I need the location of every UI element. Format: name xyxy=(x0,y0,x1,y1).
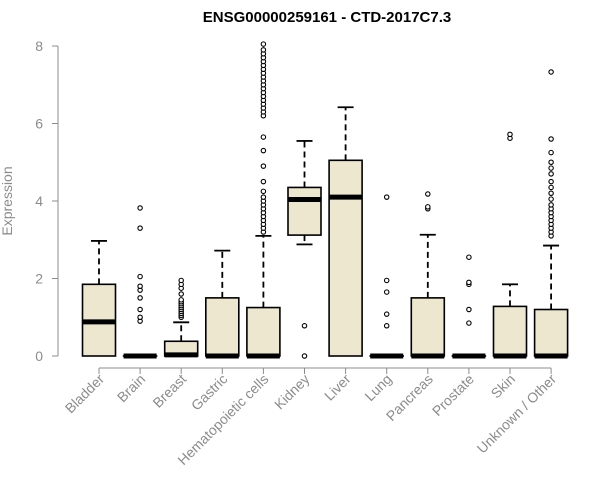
outlier-point xyxy=(301,323,308,329)
outlier-point xyxy=(466,320,472,326)
outlier-point xyxy=(383,194,390,200)
outlier-point xyxy=(178,291,184,297)
box-body xyxy=(410,297,446,357)
outlier-point xyxy=(548,184,554,191)
box-body xyxy=(205,297,240,357)
outlier-point xyxy=(137,314,143,320)
outlier-point xyxy=(260,47,267,53)
y-tick-label: 4 xyxy=(35,193,43,209)
y-tick-label: 0 xyxy=(35,348,43,364)
outlier-point xyxy=(137,205,143,211)
box-body xyxy=(492,305,528,357)
boxes-group xyxy=(81,41,569,359)
outlier-point xyxy=(548,159,554,166)
x-tick-label: Skin xyxy=(488,371,519,402)
box-hematopoietic-cells xyxy=(246,41,281,359)
box-lung xyxy=(369,194,405,359)
y-axis-label: Expression xyxy=(0,166,15,235)
outlier-point xyxy=(260,163,267,169)
x-tick-label: Kidney xyxy=(271,371,313,413)
box-pancreas xyxy=(410,191,446,359)
outlier-point xyxy=(383,311,390,317)
outlier-point xyxy=(548,136,554,142)
outlier-point xyxy=(383,323,390,329)
x-tick-label: Bladder xyxy=(62,371,108,417)
outlier-point xyxy=(548,149,554,156)
outlier-point xyxy=(507,131,513,138)
outlier-point xyxy=(425,204,431,210)
outlier-point xyxy=(137,273,143,280)
outlier-point xyxy=(260,134,267,140)
x-tick-label: Liver xyxy=(321,371,354,404)
x-tick-label: Breast xyxy=(149,371,189,411)
box-body xyxy=(328,159,363,357)
box-kidney xyxy=(287,140,322,359)
outlier-point xyxy=(548,165,554,171)
outlier-point xyxy=(260,194,267,200)
box-body xyxy=(533,308,569,357)
box-unknown-other xyxy=(533,69,569,359)
box-breast xyxy=(163,277,199,358)
outlier-point xyxy=(260,178,267,185)
outlier-point xyxy=(548,171,554,177)
outlier-point xyxy=(260,147,267,154)
box-skin xyxy=(492,131,528,359)
outlier-point xyxy=(301,353,308,359)
outlier-point xyxy=(548,196,554,202)
outlier-point xyxy=(548,178,554,185)
y-tick-label: 2 xyxy=(35,271,43,287)
outlier-point xyxy=(260,41,267,47)
outlier-point xyxy=(466,306,472,313)
chart-title: ENSG00000259161 - CTD-2017C7.3 xyxy=(203,9,451,26)
outlier-point xyxy=(137,306,143,313)
box-body xyxy=(246,306,281,357)
box-prostate xyxy=(451,254,487,359)
outlier-point xyxy=(178,297,184,303)
y-tick-label: 8 xyxy=(35,38,43,54)
y-axis: 0 2 4 6 8 xyxy=(35,38,59,364)
x-tick-label: Brain xyxy=(114,371,148,405)
outlier-point xyxy=(425,191,431,197)
outlier-point xyxy=(260,188,267,195)
box-bladder xyxy=(81,240,117,357)
box-liver xyxy=(328,106,363,357)
outlier-point xyxy=(383,289,390,295)
box-brain xyxy=(122,205,158,359)
outlier-point xyxy=(466,254,472,260)
outlier-point xyxy=(548,202,554,208)
outlier-point xyxy=(548,190,554,197)
outlier-point xyxy=(466,279,472,286)
y-tick-label: 6 xyxy=(35,116,43,132)
outlier-point xyxy=(383,277,390,284)
box-body xyxy=(287,186,322,236)
outlier-point xyxy=(137,283,143,289)
outlier-point xyxy=(137,225,143,231)
outlier-point xyxy=(548,69,554,75)
x-tick-label: Lung xyxy=(361,371,394,404)
outlier-point xyxy=(137,295,143,301)
x-tick-label: Prostate xyxy=(429,371,477,419)
outlier-point xyxy=(178,277,184,284)
box-gastric xyxy=(205,249,240,359)
